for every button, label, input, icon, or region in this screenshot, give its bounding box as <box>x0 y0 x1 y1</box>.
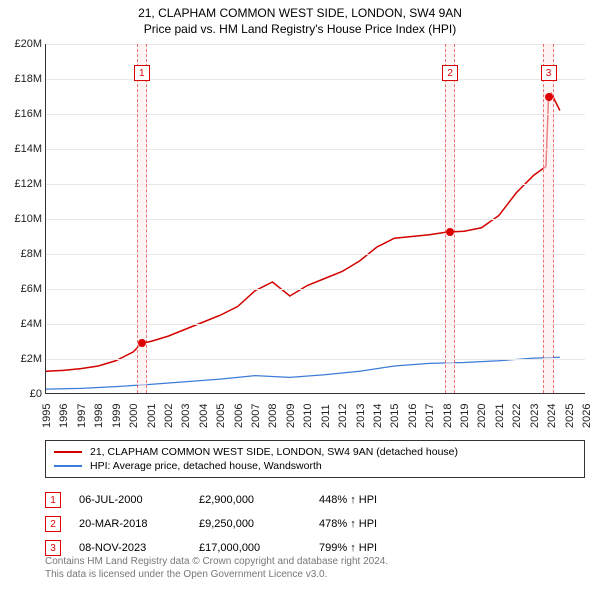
x-tick-label: 1995 <box>41 404 53 428</box>
legend-row: HPI: Average price, detached house, Wand… <box>54 459 576 473</box>
chart-subtitle: Price paid vs. HM Land Registry's House … <box>0 20 600 36</box>
x-tick-label: 2025 <box>564 404 576 428</box>
callout-band <box>445 44 455 393</box>
y-tick-label: £10M <box>0 213 42 225</box>
x-tick-label: 2007 <box>250 404 262 428</box>
x-tick-label: 2014 <box>372 404 384 428</box>
x-tick-label: 2022 <box>511 404 523 428</box>
chart-container: 21, CLAPHAM COMMON WEST SIDE, LONDON, SW… <box>0 0 600 590</box>
transaction-number-box: 2 <box>45 516 61 532</box>
x-tick-label: 1996 <box>58 404 70 428</box>
x-tick-label: 2008 <box>267 404 279 428</box>
transaction-date: 06-JUL-2000 <box>79 494 199 506</box>
x-tick-label: 1998 <box>93 404 105 428</box>
legend-row: 21, CLAPHAM COMMON WEST SIDE, LONDON, SW… <box>54 445 576 459</box>
transaction-number-box: 1 <box>45 492 61 508</box>
transaction-pct: 478% ↑ HPI <box>319 518 439 530</box>
transaction-pct: 448% ↑ HPI <box>319 494 439 506</box>
callout-number-box: 2 <box>442 65 458 81</box>
x-tick-label: 2021 <box>494 404 506 428</box>
transaction-price: £17,000,000 <box>199 542 319 554</box>
x-tick-label: 2019 <box>459 404 471 428</box>
callout-number-box: 1 <box>134 65 150 81</box>
series-line <box>46 357 560 389</box>
y-tick-label: £18M <box>0 73 42 85</box>
legend-swatch <box>54 451 82 453</box>
y-tick-label: £12M <box>0 178 42 190</box>
transaction-table: 1 06-JUL-2000£2,900,000448% ↑ HPI 2 20-MAR-… <box>45 488 585 560</box>
legend: 21, CLAPHAM COMMON WEST SIDE, LONDON, SW… <box>45 440 585 478</box>
x-tick-label: 2001 <box>146 404 158 428</box>
x-tick-label: 2018 <box>442 404 454 428</box>
footer: Contains HM Land Registry data © Crown c… <box>45 555 585 581</box>
x-tick-label: 2002 <box>163 404 175 428</box>
transaction-date: 20-MAR-2018 <box>79 518 199 530</box>
x-tick-label: 2024 <box>546 404 558 428</box>
x-tick-label: 2003 <box>180 404 192 428</box>
x-tick-label: 2017 <box>424 404 436 428</box>
transaction-pct: 799% ↑ HPI <box>319 542 439 554</box>
y-tick-label: £6M <box>0 283 42 295</box>
x-tick-label: 1999 <box>111 404 123 428</box>
x-tick-label: 2016 <box>407 404 419 428</box>
legend-swatch <box>54 465 82 467</box>
transaction-price: £2,900,000 <box>199 494 319 506</box>
x-tick-label: 2020 <box>476 404 488 428</box>
x-tick-label: 2005 <box>215 404 227 428</box>
x-tick-label: 2000 <box>128 404 140 428</box>
x-tick-label: 2006 <box>233 404 245 428</box>
marker-dot <box>446 228 454 236</box>
x-tick-label: 2013 <box>355 404 367 428</box>
transaction-number-box: 3 <box>45 540 61 556</box>
x-tick-label: 2023 <box>529 404 541 428</box>
footer-line-2: This data is licensed under the Open Gov… <box>45 568 585 581</box>
transaction-row: 2 20-MAR-2018£9,250,000478% ↑ HPI <box>45 512 585 536</box>
y-tick-label: £14M <box>0 143 42 155</box>
y-tick-label: £4M <box>0 318 42 330</box>
transaction-price: £9,250,000 <box>199 518 319 530</box>
x-tick-label: 1997 <box>76 404 88 428</box>
y-tick-label: £0 <box>0 388 42 400</box>
y-tick-label: £16M <box>0 108 42 120</box>
x-tick-label: 2004 <box>198 404 210 428</box>
chart-plot-area: 1 2 3 <box>45 44 585 394</box>
chart-title: 21, CLAPHAM COMMON WEST SIDE, LONDON, SW… <box>0 0 600 20</box>
y-tick-label: £8M <box>0 248 42 260</box>
y-tick-label: £2M <box>0 353 42 365</box>
series-line <box>46 93 560 371</box>
y-tick-label: £20M <box>0 38 42 50</box>
legend-label: HPI: Average price, detached house, Wand… <box>90 460 322 472</box>
x-tick-label: 2011 <box>320 404 332 428</box>
x-tick-label: 2009 <box>285 404 297 428</box>
x-tick-label: 2015 <box>389 404 401 428</box>
x-tick-label: 2012 <box>337 404 349 428</box>
callout-number-box: 3 <box>541 65 557 81</box>
legend-label: 21, CLAPHAM COMMON WEST SIDE, LONDON, SW… <box>90 446 458 458</box>
transaction-date: 08-NOV-2023 <box>79 542 199 554</box>
marker-dot <box>138 339 146 347</box>
marker-dot <box>545 93 553 101</box>
footer-line-1: Contains HM Land Registry data © Crown c… <box>45 555 585 568</box>
x-tick-label: 2026 <box>581 404 593 428</box>
transaction-row: 1 06-JUL-2000£2,900,000448% ↑ HPI <box>45 488 585 512</box>
x-tick-label: 2010 <box>302 404 314 428</box>
